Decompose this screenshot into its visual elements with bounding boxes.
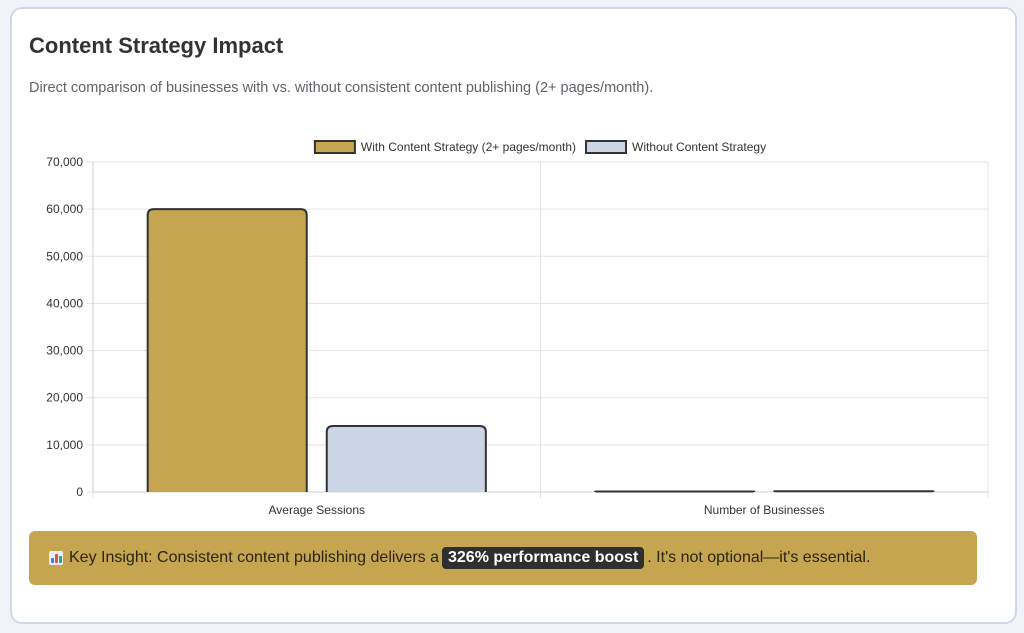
legend-label: With Content Strategy (2+ pages/month) [361,140,576,154]
legend-swatch [585,140,628,154]
legend-swatch [313,140,356,154]
y-tick-label: 0 [76,485,83,499]
page-title: Content Strategy Impact [29,33,284,58]
page-subtitle: Direct comparison of businesses with vs.… [29,80,654,96]
bar-chart: 0 10,000 20,000 30,000 40,000 50,000 60,000 70,… [46,140,989,517]
y-tick-label: 20,000 [46,391,83,405]
key-insight-banner: Key Insight: Consistent content publishi… [29,531,977,585]
insight-suffix: . It's not optional—it's essential. [647,549,871,566]
bar [325,425,487,492]
y-tick-label: 70,000 [46,155,83,169]
legend-label: Without Content Strategy [632,140,766,154]
bar [773,490,935,493]
y-tick-label: 30,000 [46,344,83,358]
insight-prefix: Key Insight: Consistent content publishi… [69,549,439,566]
y-tick-label: 50,000 [46,249,83,263]
x-tick-label: Average Sessions [268,503,365,517]
y-tick-label: 10,000 [46,438,83,452]
y-tick-label: 40,000 [46,296,83,310]
bar [146,208,308,492]
y-tick-label: 60,000 [46,202,83,216]
insight-highlight: 326% performance boost [442,547,645,569]
x-tick-label: Number of Businesses [704,503,825,517]
bar-chart-icon [49,551,63,565]
